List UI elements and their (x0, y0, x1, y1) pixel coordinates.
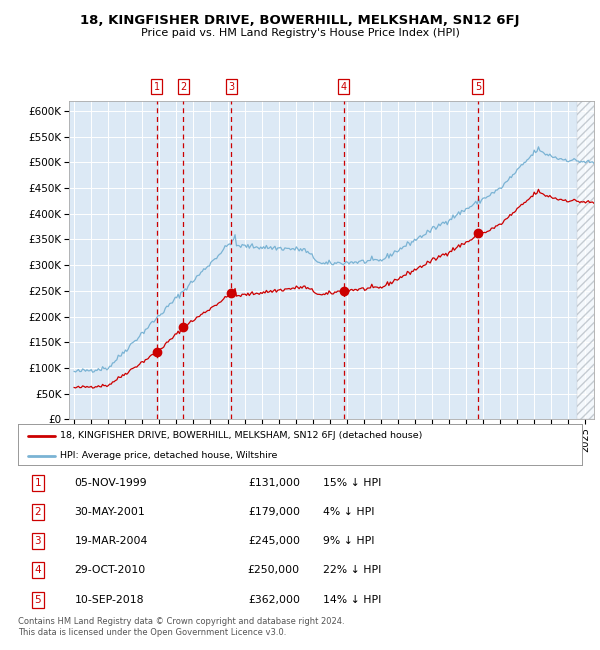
Text: 18, KINGFISHER DRIVE, BOWERHILL, MELKSHAM, SN12 6FJ: 18, KINGFISHER DRIVE, BOWERHILL, MELKSHA… (80, 14, 520, 27)
Text: 1: 1 (34, 478, 41, 488)
Text: 19-MAR-2004: 19-MAR-2004 (74, 536, 148, 546)
Text: £362,000: £362,000 (248, 595, 300, 604)
Text: HPI: Average price, detached house, Wiltshire: HPI: Average price, detached house, Wilt… (60, 451, 278, 460)
Text: Price paid vs. HM Land Registry's House Price Index (HPI): Price paid vs. HM Land Registry's House … (140, 28, 460, 38)
Text: 9% ↓ HPI: 9% ↓ HPI (323, 536, 374, 546)
Text: 4: 4 (341, 81, 347, 92)
Text: £245,000: £245,000 (248, 536, 300, 546)
Text: 2: 2 (180, 81, 187, 92)
Text: 1: 1 (154, 81, 160, 92)
Text: 3: 3 (34, 536, 41, 546)
Text: 5: 5 (34, 595, 41, 604)
Text: 22% ↓ HPI: 22% ↓ HPI (323, 566, 381, 575)
Text: £250,000: £250,000 (248, 566, 300, 575)
Text: 10-SEP-2018: 10-SEP-2018 (74, 595, 144, 604)
Text: 2: 2 (34, 507, 41, 517)
Text: £179,000: £179,000 (248, 507, 300, 517)
Text: 4% ↓ HPI: 4% ↓ HPI (323, 507, 374, 517)
Text: 18, KINGFISHER DRIVE, BOWERHILL, MELKSHAM, SN12 6FJ (detached house): 18, KINGFISHER DRIVE, BOWERHILL, MELKSHA… (60, 431, 422, 440)
Text: 15% ↓ HPI: 15% ↓ HPI (323, 478, 381, 488)
Text: 29-OCT-2010: 29-OCT-2010 (74, 566, 146, 575)
Text: 05-NOV-1999: 05-NOV-1999 (74, 478, 147, 488)
Text: £131,000: £131,000 (248, 478, 300, 488)
Text: 14% ↓ HPI: 14% ↓ HPI (323, 595, 381, 604)
Text: 5: 5 (475, 81, 481, 92)
Text: 3: 3 (228, 81, 234, 92)
Text: 30-MAY-2001: 30-MAY-2001 (74, 507, 145, 517)
Text: 4: 4 (34, 566, 41, 575)
Text: Contains HM Land Registry data © Crown copyright and database right 2024.
This d: Contains HM Land Registry data © Crown c… (18, 618, 344, 637)
